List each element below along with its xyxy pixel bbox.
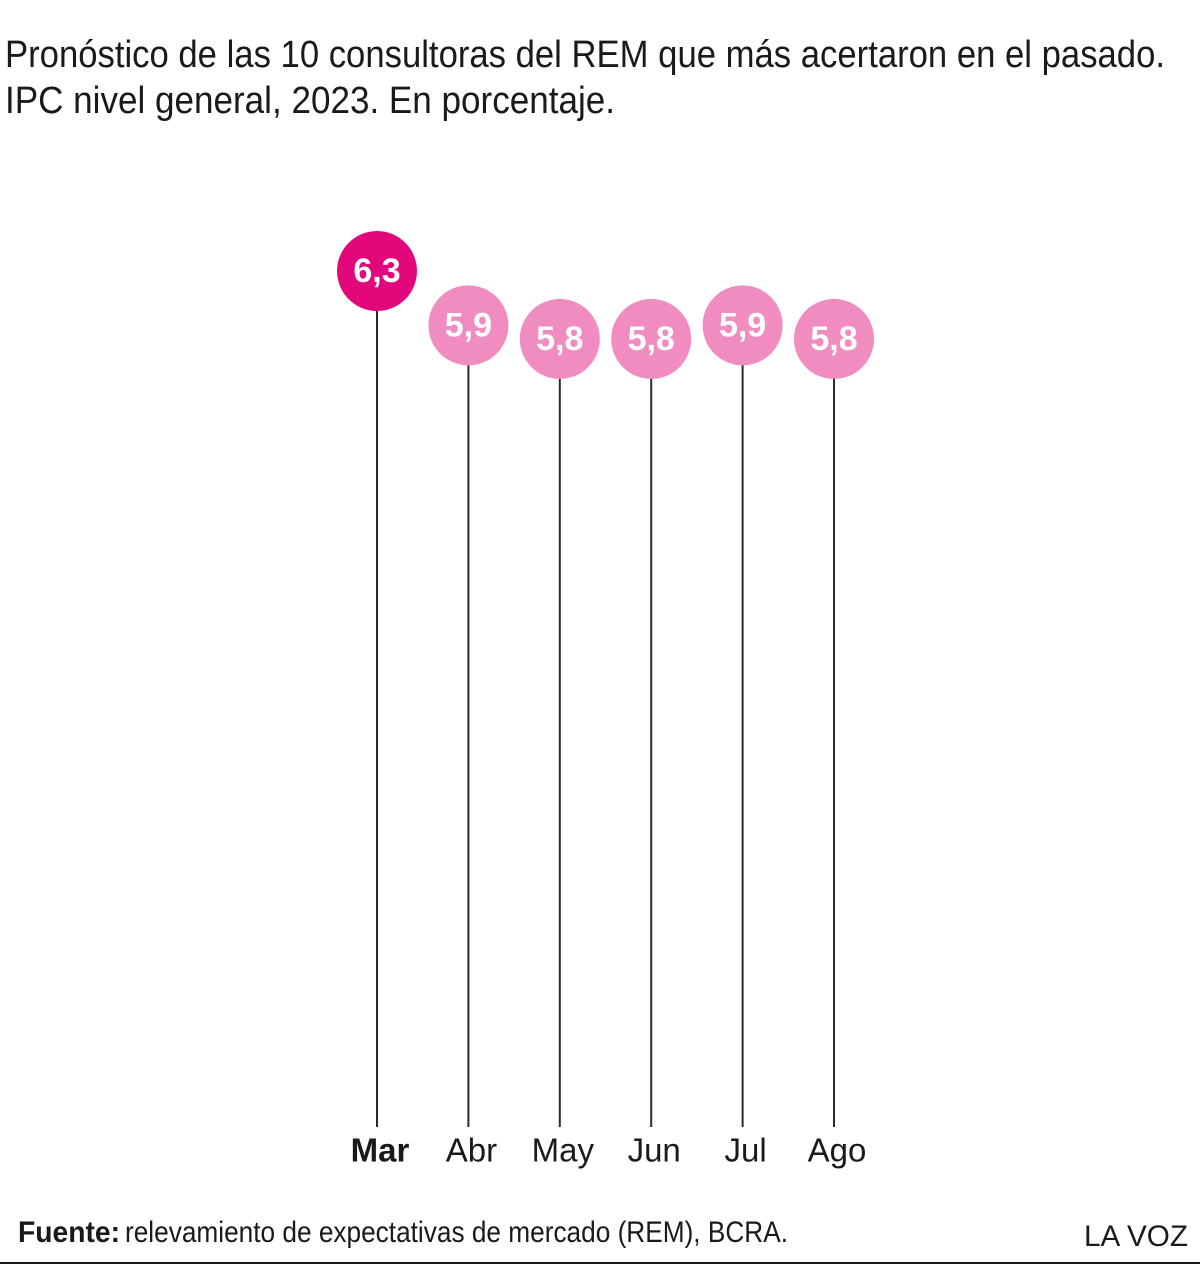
value-label: 5,8 <box>628 320 675 358</box>
x-tick-label: Abr <box>446 1132 497 1169</box>
dot <box>337 231 417 311</box>
value-label: 6,3 <box>353 252 400 290</box>
dot <box>702 285 783 366</box>
dot <box>428 285 509 366</box>
brand: LA VOZ <box>1084 1220 1188 1253</box>
value-label: 5,9 <box>719 306 766 344</box>
x-tick-label: Mar <box>351 1132 410 1169</box>
source-text: relevamiento de expectativas de mercado … <box>125 1216 788 1249</box>
x-tick-label: Jul <box>725 1132 767 1169</box>
x-tick-label: Ago <box>808 1132 867 1169</box>
dot <box>611 298 692 379</box>
chart-title: Pronóstico de las 10 consultoras del REM… <box>5 34 1165 76</box>
chart-subtitle: IPC nivel general, 2023. En porcentaje. <box>5 80 615 122</box>
x-tick-label: May <box>532 1132 595 1169</box>
dot <box>519 298 600 379</box>
source-label: Fuente: <box>18 1216 120 1249</box>
value-label: 5,8 <box>810 320 857 358</box>
x-tick-label: Jun <box>628 1132 681 1169</box>
value-label: 5,9 <box>445 306 492 344</box>
value-label: 5,8 <box>536 320 583 358</box>
dot <box>794 298 874 379</box>
